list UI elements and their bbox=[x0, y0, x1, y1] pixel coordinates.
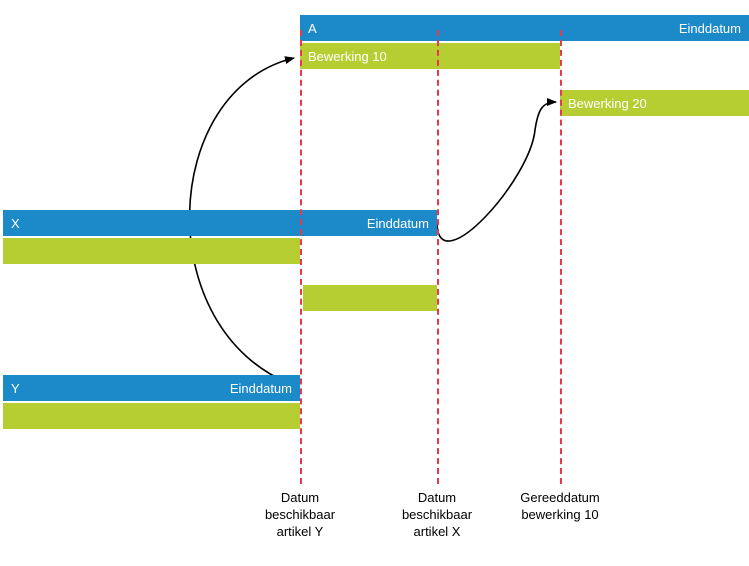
diagram-overlay bbox=[0, 0, 749, 566]
op10: Bewerking 10 bbox=[300, 43, 560, 69]
line-y-label: Datumbeschikbaarartikel Y bbox=[240, 490, 360, 541]
op10-label: Bewerking 10 bbox=[308, 49, 387, 64]
op20: Bewerking 20 bbox=[560, 90, 749, 116]
x-bar2 bbox=[303, 285, 437, 311]
y-header: Y Einddatum bbox=[3, 375, 300, 401]
line-op10-label: Gereeddatumbewerking 10 bbox=[500, 490, 620, 524]
a-header: A Einddatum bbox=[300, 15, 749, 41]
line-x-label: Datumbeschikbaarartikel X bbox=[377, 490, 497, 541]
line-op10 bbox=[560, 30, 562, 484]
y-header-label-right: Einddatum bbox=[230, 381, 292, 396]
a-header-label-left: A bbox=[308, 21, 317, 36]
y-header-label-left: Y bbox=[11, 381, 20, 396]
line-x bbox=[437, 30, 439, 484]
x-bar1 bbox=[3, 238, 300, 264]
y-bar1 bbox=[3, 403, 300, 429]
line-y bbox=[300, 30, 302, 484]
x-header: X Einddatum bbox=[3, 210, 437, 236]
arrow-x-to-op20 bbox=[437, 102, 556, 241]
op20-label: Bewerking 20 bbox=[568, 96, 647, 111]
x-header-label-right: Einddatum bbox=[367, 216, 429, 231]
x-header-label-left: X bbox=[11, 216, 20, 231]
a-header-label-right: Einddatum bbox=[679, 21, 741, 36]
